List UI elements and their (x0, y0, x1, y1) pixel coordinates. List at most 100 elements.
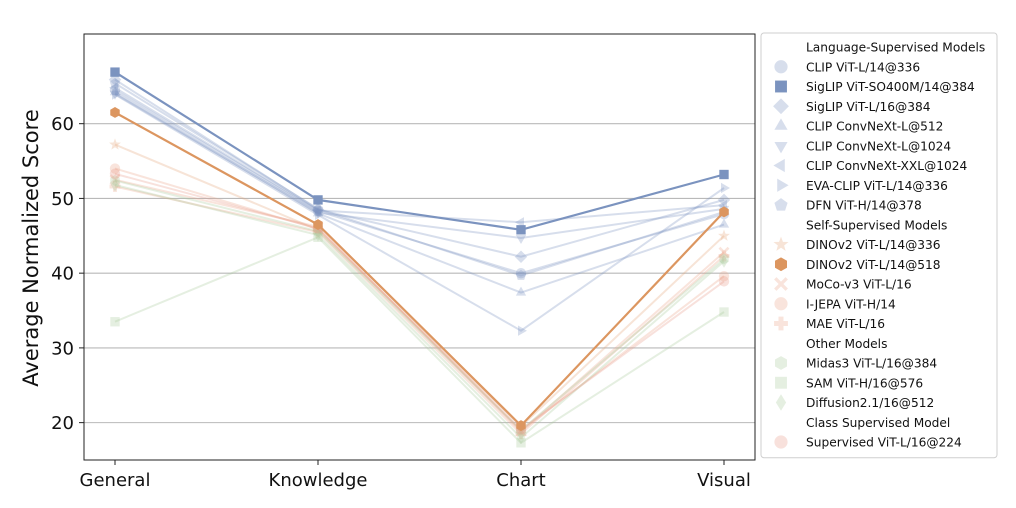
point-clip-convnext-l-512-knowledge (312, 207, 324, 217)
series-siglip-vit-l-16-384 (108, 73, 731, 263)
point-clip-convnext-l-1024-chart (515, 235, 527, 245)
y-tick-label-50: 50 (51, 189, 74, 210)
series-line-mae-vit-l-16 (114, 185, 725, 436)
series-line-i-jepa-vit-h-14 (114, 167, 725, 433)
series-line-midas3-vit-l-16-384 (114, 179, 725, 432)
point-clip-vit-l-14-336-chart (515, 267, 527, 279)
point-dfn-vit-h-14-378-general (109, 77, 121, 88)
series-line-moco-v3-vit-l-16 (114, 178, 725, 433)
point-clip-vit-l-14-336-knowledge (312, 205, 324, 217)
series-line-clip-convnext-l-512 (114, 91, 725, 294)
point-eva-clip-vit-l-14-336-visual (721, 182, 730, 194)
legend-label-dinov2-vit-l-14-336: DINOv2 ViT-L/14@336 (806, 238, 941, 252)
legend-label-mae-vit-l-16: MAE ViT-L/16 (806, 317, 885, 331)
series-i-jepa-vit-h-14 (109, 163, 730, 437)
y-tick-label-20: 20 (51, 413, 74, 434)
legend-marker-eva-clip-vit-l-14-336 (777, 178, 789, 192)
series-line-dfn-vit-h-14-378 (114, 82, 725, 277)
legend-marker-siglip-vit-so400m-14-384 (775, 80, 787, 93)
point-midas3-vit-l-16-384-visual (719, 253, 729, 265)
legend-marker-sam-vit-h-16-576 (775, 376, 787, 389)
legend-heading-other-models: Other Models (806, 337, 887, 351)
plot-frame (83, 33, 756, 461)
series-line-supervised-vit-l-16-224 (114, 172, 725, 431)
legend-marker-diffusion2-1-16-512 (775, 394, 787, 411)
legend-label-sam-vit-h-16-576: SAM ViT-H/16@576 (806, 376, 923, 390)
legend-label-siglip-vit-so400m-14-384: SigLIP ViT-SO400M/14@384 (806, 80, 975, 94)
point-dinov2-vit-l-14-518-chart (516, 420, 526, 432)
point-i-jepa-vit-h-14-general (109, 163, 121, 174)
point-diffusion2-1-16-512-general (110, 178, 120, 192)
point-clip-convnext-l-512-chart (515, 286, 527, 296)
x-tick-label-knowledge: Knowledge (269, 470, 368, 491)
legend-marker-dinov2-vit-l-14-518 (775, 257, 787, 272)
point-siglip-vit-so400m-14-384-visual (719, 169, 729, 180)
legend-marker-clip-convnext-xxl-1024 (773, 158, 785, 173)
legend-marker-siglip-vit-l-16-384 (773, 98, 789, 115)
series-midas3-vit-l-16-384 (110, 175, 729, 436)
point-moco-v3-vit-l-16-visual (718, 246, 730, 258)
point-siglip-vit-so400m-14-384-knowledge (313, 195, 323, 205)
series-line-clip-convnext-xxl-1024 (114, 86, 725, 224)
point-siglip-vit-so400m-14-384-chart (516, 225, 526, 235)
series-eva-clip-vit-l-14-336 (112, 89, 730, 336)
legend-marker-dfn-vit-h-14-378 (774, 198, 788, 211)
point-i-jepa-vit-h-14-visual (718, 270, 730, 282)
series-line-dinov2-vit-l-14-518 (114, 111, 725, 428)
series-supervised-vit-l-16-224 (109, 168, 730, 435)
series-line-diffusion2-1-16-512 (114, 184, 725, 439)
legend-label-siglip-vit-l-16-384: SigLIP ViT-L/16@384 (806, 100, 931, 114)
legend-heading-language-supervised-models: Language-Supervised Models (806, 41, 985, 55)
legend-label-midas3-vit-l-16-384: Midas3 ViT-L/16@384 (806, 357, 937, 371)
point-dinov2-vit-l-14-336-visual (718, 229, 730, 241)
series-line-siglip-vit-so400m-14-384 (114, 71, 725, 231)
point-clip-convnext-xxl-1024-general (109, 82, 118, 93)
point-diffusion2-1-16-512-chart (516, 431, 526, 445)
point-clip-vit-l-14-336-general (109, 84, 121, 96)
point-mae-vit-l-16-general (109, 181, 121, 192)
legend-marker-mae-vit-l-16 (774, 316, 788, 331)
series-sam-vit-h-16-576 (110, 232, 729, 448)
legend-marker-i-jepa-vit-h-14 (774, 297, 788, 311)
legend-label-clip-vit-l-14-336: CLIP ViT-L/14@336 (806, 60, 920, 74)
point-clip-convnext-l-1024-general (109, 90, 121, 100)
legend-marker-midas3-vit-l-16-384 (775, 356, 787, 370)
series-line-clip-vit-l-14-336 (114, 89, 725, 275)
point-supervised-vit-l-16-224-visual (718, 276, 730, 287)
point-dinov2-vit-l-14-518-visual (719, 206, 729, 218)
series-moco-v3-vit-l-16 (109, 174, 730, 438)
series-dinov2-vit-l-14-518 (110, 107, 729, 432)
axes-layer: 20 30 40 50 60 General Knowledge Chart Visual (51, 33, 756, 491)
point-sam-vit-h-16-576-chart (516, 438, 526, 448)
series-line-clip-convnext-l-1024 (114, 92, 725, 240)
series-mae-vit-l-16 (109, 181, 730, 440)
legend-label-clip-convnext-l-512: CLIP ConvNeXt-L@512 (806, 120, 943, 134)
point-siglip-vit-so400m-14-384-general (110, 67, 120, 77)
legend-heading-self-supervised-models: Self-Supervised Models (806, 218, 947, 232)
x-tick-label-chart: Chart (496, 470, 545, 491)
legend-heading-class-supervised-model: Class Supervised Model (806, 416, 950, 430)
legend-label-moco-v3-vit-l-16: MoCo-v3 ViT-L/16 (806, 278, 912, 292)
point-eva-clip-vit-l-14-336-general (112, 89, 121, 100)
legend-label-i-jepa-vit-h-14: I-JEPA ViT-H/14 (806, 297, 896, 311)
series-siglip-vit-so400m-14-384 (110, 67, 729, 235)
series-clip-convnext-xxl-1024 (109, 82, 727, 228)
legend-label-supervised-vit-l-16-224: Supervised ViT-L/16@224 (806, 436, 962, 450)
point-supervised-vit-l-16-224-general (109, 168, 121, 179)
point-dinov2-vit-l-14-518-general (110, 107, 120, 118)
point-sam-vit-h-16-576-general (110, 317, 120, 327)
point-mae-vit-l-16-chart (515, 428, 527, 440)
legend-label-eva-clip-vit-l-14-336: EVA-CLIP ViT-L/14@336 (806, 179, 948, 193)
legend-marker-supervised-vit-l-16-224 (774, 435, 788, 449)
legend: Language-Supervised Models CLIP ViT-L/14@… (760, 32, 998, 459)
legend-marker-moco-v3-vit-l-16 (774, 277, 788, 291)
series-layer (108, 67, 731, 448)
point-clip-convnext-l-1024-knowledge (312, 209, 324, 219)
y-axis-title: Average Normalized Score (19, 109, 43, 387)
point-eva-clip-vit-l-14-336-chart (518, 325, 527, 336)
legend-marker-clip-vit-l-14-336 (774, 60, 788, 74)
point-moco-v3-vit-l-16-general (109, 174, 121, 186)
series-clip-convnext-l-512 (109, 86, 730, 296)
